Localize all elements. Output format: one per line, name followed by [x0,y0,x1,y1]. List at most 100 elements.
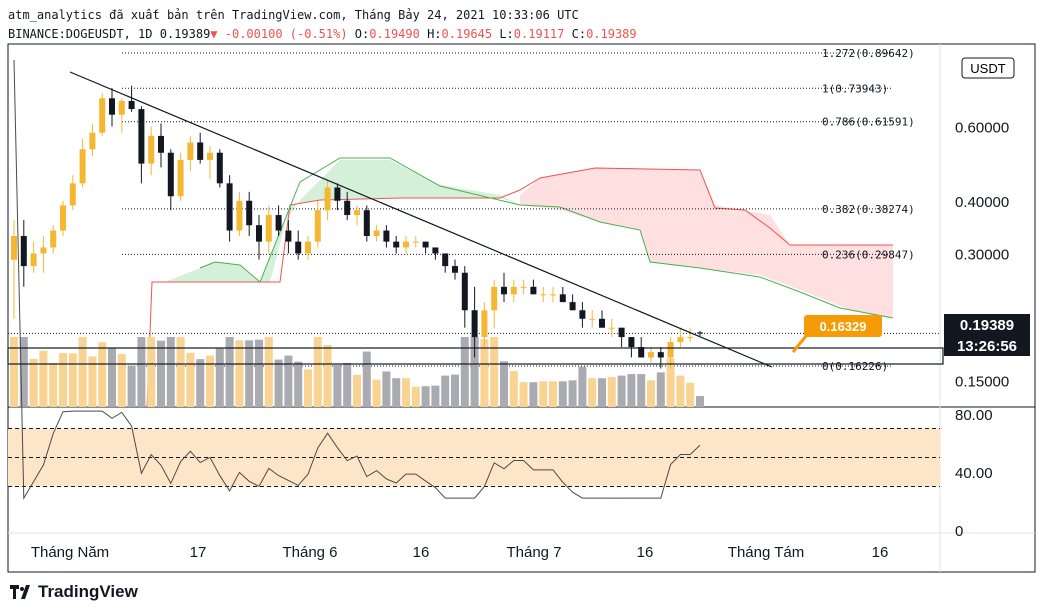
candle-body [138,109,145,164]
support-box[interactable] [7,347,944,365]
volume-bar [470,337,479,407]
rsi-tick-label: 0 [955,523,963,540]
fib-label: 1.272(0.89642) [822,47,915,60]
volume-bar [127,365,136,407]
volume-bar [19,337,28,407]
candle-body [618,327,625,338]
kumo-span-b [199,157,894,319]
volume-bar [304,369,312,407]
time-tick-label: 16 [637,544,654,561]
candle-body [422,241,429,248]
volume-bar [549,381,557,407]
volume-bar [245,340,254,407]
candle-body [373,230,380,237]
volume-bar [441,375,450,407]
volume-bar [509,371,518,407]
candle-body [452,266,458,273]
candle-body [334,187,341,201]
volume-bar [264,337,273,407]
volume-bar [59,352,67,407]
alert-label: 0.16329 [820,319,867,334]
volume-bar [627,374,636,407]
rsi-line [13,59,701,500]
candle-body [148,135,155,164]
volume-bar [696,395,704,407]
footer-brand[interactable]: TradingView [10,582,138,602]
price-tick-label: 0.30000 [955,246,1009,263]
volume-bar [539,381,548,407]
time-tick-label: Tháng Tám [728,544,804,561]
candle-body [579,310,586,319]
candle-body [20,236,27,267]
trendline[interactable] [69,71,773,368]
volume-bar [382,371,391,407]
candle-body [246,200,253,226]
candle-body [540,294,547,296]
candle-body [305,241,311,254]
rsi-tick-label: 40.00 [955,465,993,482]
volume-bar [10,337,18,407]
volume-bar [333,364,342,407]
volume-bar [451,374,459,407]
candle-body [481,310,488,338]
candle-body [109,98,115,115]
candle-body [69,183,76,206]
candle-body [314,210,321,242]
price-axis: 0.60000 0.40000 0.30000 0.15000 [955,120,1009,391]
candle-body [432,247,439,254]
candle-body [89,132,96,150]
candle-body [471,310,478,338]
time-tick-label: 16 [872,544,889,561]
candle-body [667,341,674,358]
price-tag-countdown: 13:26:56 [957,338,1017,355]
volume-bar [343,362,352,407]
volume-bar [353,374,361,407]
volume-bar [49,362,58,407]
volume-bar [372,379,381,407]
candle-body [393,241,400,248]
volume-bar [39,350,48,407]
currency-badge-box[interactable] [961,57,1015,79]
close-value: 0.19389 [586,27,637,41]
candle-body [363,210,370,237]
volume-bar [313,337,322,407]
candle-body [589,318,596,320]
volume-bar [255,339,263,407]
candle-body [491,286,498,311]
time-tick-label: Tháng 7 [506,544,561,561]
price-tag-box [944,314,1030,356]
candle-body [559,294,566,303]
ichimoku-cloud [146,157,894,409]
candle-body [383,230,390,242]
volume-bar [29,358,38,407]
volume-bar [206,355,214,407]
candle-body [99,98,106,133]
kumo-bull-fill [150,160,520,282]
candle-body [118,100,125,115]
candle-body [167,152,174,197]
volume-bar [656,372,665,407]
candle-body [510,286,517,295]
volume-bar [392,378,401,407]
volume-bar [88,356,97,407]
candle-body [697,332,703,334]
candle-body [569,302,576,311]
chart-frame [7,43,1036,573]
brand-name: TradingView [38,582,138,601]
alert-label-box[interactable] [804,315,882,337]
volume-bar [117,354,126,407]
symbol-info: BINANCE:DOGEUSDT, 1D 0.19389▼ -0.00100 (… [8,27,637,41]
volume-bar [411,386,420,407]
candle-body [50,230,57,248]
candle-body [324,187,331,211]
candle-body [128,100,135,110]
volume-bar [323,344,332,407]
candle-body [30,253,37,267]
volume-bar [108,348,116,407]
candle-body [501,286,507,295]
volume-bar [196,359,205,407]
candle-body [608,327,615,329]
volume-bar [284,355,293,407]
currency-badge: USDT [970,61,1005,76]
